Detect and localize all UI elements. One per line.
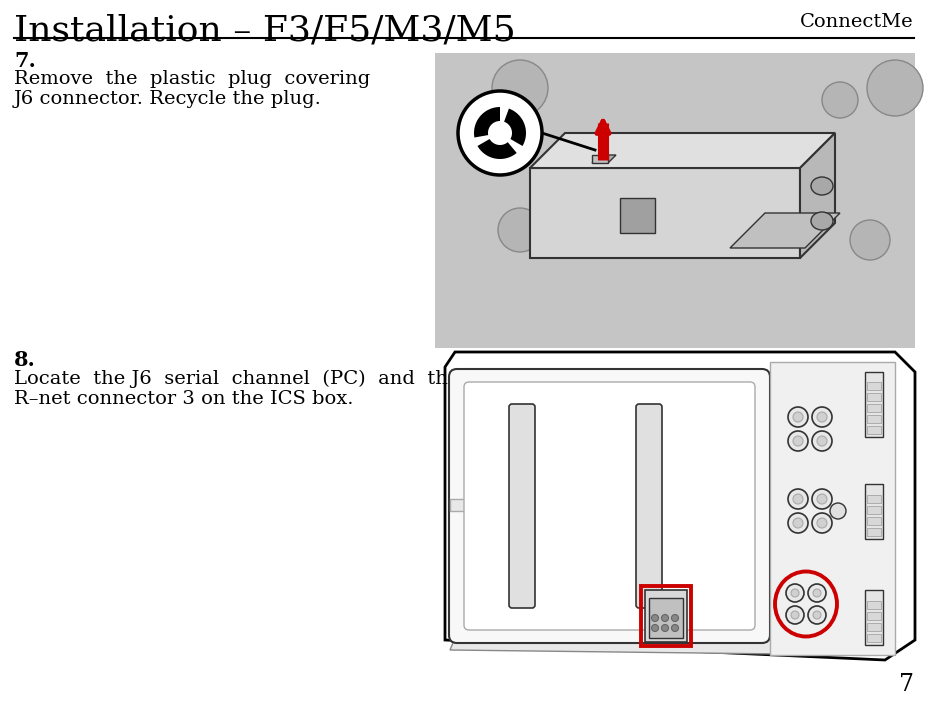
- Circle shape: [787, 407, 807, 427]
- Text: 8.: 8.: [14, 350, 36, 370]
- Polygon shape: [445, 352, 914, 660]
- Bar: [866, 528, 880, 536]
- Bar: [435, 53, 914, 348]
- Bar: [864, 372, 883, 437]
- Circle shape: [811, 407, 832, 427]
- Text: 7: 7: [898, 673, 913, 696]
- Circle shape: [491, 60, 548, 116]
- Circle shape: [793, 518, 802, 528]
- Circle shape: [812, 611, 820, 619]
- Bar: [641, 586, 691, 646]
- Text: R–net connector 3 on the ICS box.: R–net connector 3 on the ICS box.: [14, 390, 353, 408]
- Bar: [450, 499, 749, 511]
- Circle shape: [816, 518, 826, 528]
- Bar: [648, 598, 682, 638]
- Polygon shape: [529, 133, 834, 168]
- Circle shape: [816, 436, 826, 446]
- Ellipse shape: [810, 177, 832, 195]
- Bar: [866, 612, 880, 620]
- Bar: [644, 590, 686, 642]
- Text: J6 connector. Recycle the plug.: J6 connector. Recycle the plug.: [14, 90, 322, 108]
- Circle shape: [661, 624, 667, 632]
- Polygon shape: [477, 139, 516, 159]
- Circle shape: [816, 494, 826, 504]
- Circle shape: [811, 513, 832, 533]
- Circle shape: [661, 615, 667, 622]
- Circle shape: [829, 503, 845, 519]
- Text: Locate  the J6  serial  channel  (PC)  and  the: Locate the J6 serial channel (PC) and th…: [14, 370, 459, 388]
- Polygon shape: [730, 213, 839, 248]
- Bar: [866, 517, 880, 525]
- Bar: [866, 506, 880, 514]
- Circle shape: [811, 431, 832, 451]
- Bar: [866, 426, 880, 434]
- Text: ConnectMe: ConnectMe: [799, 13, 913, 31]
- Bar: [864, 590, 883, 645]
- Polygon shape: [474, 107, 500, 137]
- Text: Remove  the  plastic  plug  covering: Remove the plastic plug covering: [14, 70, 370, 88]
- Polygon shape: [591, 155, 616, 163]
- FancyBboxPatch shape: [464, 382, 755, 630]
- Circle shape: [866, 60, 922, 116]
- Bar: [866, 404, 880, 412]
- Polygon shape: [529, 168, 799, 258]
- Bar: [866, 495, 880, 503]
- Polygon shape: [591, 155, 607, 163]
- Bar: [866, 393, 880, 401]
- Circle shape: [498, 208, 541, 252]
- Bar: [866, 415, 880, 423]
- Text: Installation – F3/F5/M3/M5: Installation – F3/F5/M3/M5: [14, 13, 515, 47]
- Circle shape: [458, 91, 541, 175]
- Circle shape: [790, 589, 798, 597]
- Text: 7.: 7.: [14, 51, 36, 71]
- Circle shape: [651, 624, 658, 632]
- Circle shape: [785, 606, 803, 624]
- Bar: [769, 362, 894, 655]
- Bar: [864, 484, 883, 539]
- Circle shape: [849, 220, 889, 260]
- Bar: [866, 634, 880, 642]
- Circle shape: [651, 615, 658, 622]
- Circle shape: [671, 624, 678, 632]
- Circle shape: [671, 615, 678, 622]
- Circle shape: [793, 494, 802, 504]
- Circle shape: [812, 589, 820, 597]
- Ellipse shape: [810, 212, 832, 230]
- Bar: [619, 198, 654, 233]
- Circle shape: [787, 431, 807, 451]
- Circle shape: [807, 584, 825, 602]
- Polygon shape: [799, 133, 834, 258]
- Circle shape: [793, 412, 802, 422]
- Polygon shape: [503, 108, 526, 146]
- Circle shape: [785, 584, 803, 602]
- Polygon shape: [450, 638, 884, 655]
- Circle shape: [807, 606, 825, 624]
- Circle shape: [821, 82, 857, 118]
- Circle shape: [793, 436, 802, 446]
- Circle shape: [787, 513, 807, 533]
- FancyBboxPatch shape: [635, 404, 661, 608]
- Bar: [866, 601, 880, 609]
- FancyBboxPatch shape: [508, 404, 535, 608]
- FancyBboxPatch shape: [449, 369, 769, 643]
- Bar: [866, 623, 880, 631]
- Circle shape: [790, 611, 798, 619]
- Bar: [866, 382, 880, 390]
- Circle shape: [816, 412, 826, 422]
- Circle shape: [811, 489, 832, 509]
- Circle shape: [787, 489, 807, 509]
